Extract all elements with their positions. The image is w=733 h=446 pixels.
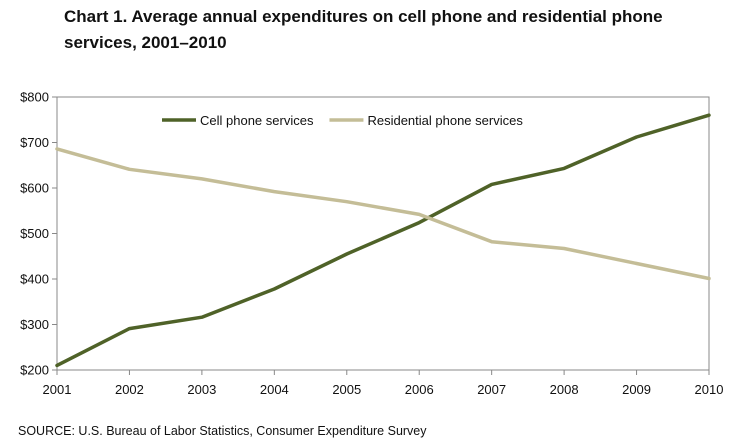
- x-tick-label: 2001: [43, 382, 72, 397]
- x-axis: 2001 2002 2003 2004 2005 2006 2007 2008 2009 2010: [43, 370, 724, 397]
- y-tick-label: $200: [20, 363, 49, 378]
- x-tick-label: 2008: [550, 382, 579, 397]
- chart-title: Chart 1. Average annual expenditures on …: [64, 7, 663, 52]
- x-tick-label: 2009: [622, 382, 651, 397]
- x-tick-label: 2006: [405, 382, 434, 397]
- legend-label-cell-phone-services: Cell phone services: [200, 113, 314, 128]
- x-tick-label: 2010: [695, 382, 724, 397]
- y-tick-label: $300: [20, 317, 49, 332]
- x-tick-label: 2005: [332, 382, 361, 397]
- x-tick-label: 2007: [477, 382, 506, 397]
- legend-label-residential-phone-services: Residential phone services: [367, 113, 523, 128]
- x-tick-label: 2002: [115, 382, 144, 397]
- series-line-residential-phone-services: [55, 147, 711, 281]
- series-lines: [55, 113, 711, 368]
- y-tick-label: $400: [20, 272, 49, 287]
- legend: Cell phone services Residential phone ser…: [162, 113, 523, 128]
- y-tick-label: $800: [20, 90, 49, 105]
- y-tick-label: $700: [20, 135, 49, 150]
- x-tick-label: 2003: [187, 382, 216, 397]
- x-tick-label: 2004: [260, 382, 289, 397]
- y-axis: $200 $300 $400 $500 $600 $700 $800: [20, 90, 57, 378]
- y-tick-label: $500: [20, 226, 49, 241]
- source-note: SOURCE: U.S. Bureau of Labor Statistics,…: [18, 424, 427, 438]
- y-tick-label: $600: [20, 181, 49, 196]
- plot-area: [56, 96, 710, 371]
- series-line-cell-phone-services: [55, 113, 711, 368]
